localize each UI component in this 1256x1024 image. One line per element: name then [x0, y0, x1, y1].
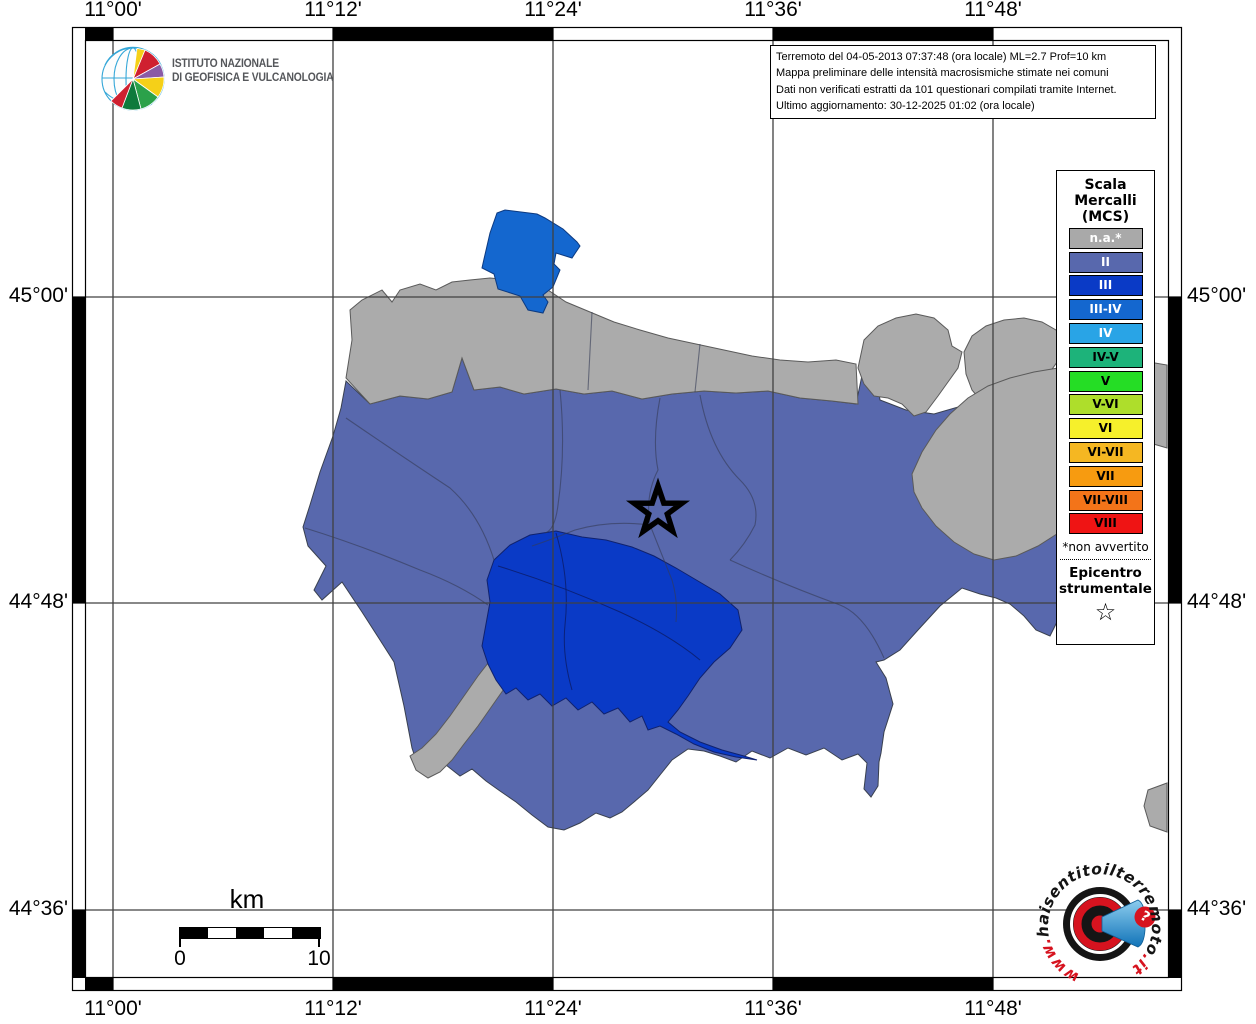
axis-label-right: 44°36': [1187, 897, 1247, 920]
axis-label-top: 11°24': [524, 0, 582, 21]
scalebar-segment: [292, 928, 320, 938]
region-na-northeast-1: [857, 313, 963, 417]
scalebar-start-label: 0: [174, 947, 186, 970]
municipal-borders-dark: [497, 532, 701, 691]
legend-swatch-v: V: [1068, 370, 1143, 392]
legend-swatch-viii: VIII: [1068, 513, 1143, 535]
legend-swatch-iv-v: IV-V: [1068, 346, 1143, 368]
axis-label-bottom: 11°12': [304, 997, 362, 1020]
map-frame: [71, 26, 1183, 992]
legend-swatch-v-vi: V-VI: [1068, 394, 1143, 416]
legend-title-line: Mercalli: [1074, 193, 1137, 209]
axis-label-bottom: 11°00': [84, 997, 142, 1020]
legend-title: Scala Mercalli (MCS): [1057, 177, 1154, 225]
epicenter-star: [625, 477, 691, 539]
region-intensity-iii: [481, 530, 758, 761]
graticule: [85, 40, 1169, 978]
region-na-east-sliver: [1143, 782, 1168, 833]
scalebar: [179, 927, 321, 939]
legend-swatch-ii: II: [1068, 251, 1143, 273]
haisentitoilterremoto-logo: ? www.haisentitoilterremoto .it: [1034, 860, 1166, 987]
ingv-name-line2: DI GEOFISICA E VULCANOLOGIA: [172, 72, 334, 84]
region-na-north-strip: [345, 277, 859, 405]
earthquake-info-box: Terremoto del 04-05-2013 07:37:48 (ora l…: [770, 45, 1156, 119]
axis-label-bottom: 11°36': [744, 997, 802, 1020]
legend-swatch-iii-iv: III-IV: [1068, 299, 1143, 321]
axis-label-right: 45°00': [1187, 284, 1247, 307]
legend-swatch-vi: VI: [1068, 418, 1143, 440]
info-line-event: Terremoto del 04-05-2013 07:37:48 (ora l…: [776, 51, 1107, 63]
legend-title-line: (MCS): [1081, 209, 1130, 225]
ingv-name-line1: ISTITUTO NAZIONALE: [172, 58, 279, 70]
legend-title-line: Scala: [1084, 177, 1127, 193]
ingv-institute-name: ISTITUTO NAZIONALE DI GEOFISICA E VULCAN…: [172, 57, 334, 85]
legend-swatch-iii: III: [1068, 275, 1143, 297]
info-line-map-type: Mappa preliminare delle intensità macros…: [776, 67, 1109, 80]
legend-swatch-na: n.a.*: [1068, 227, 1143, 249]
legend-epicenter-line: strumentale: [1059, 581, 1152, 598]
axis-label-top: 11°36': [744, 0, 802, 21]
legend-epicenter-line: Epicentro: [1069, 565, 1142, 582]
axis-label-right: 44°48': [1187, 590, 1247, 613]
axis-label-left: 44°48': [8, 590, 68, 613]
municipal-borders: [304, 311, 885, 659]
legend-epicenter-star-icon: ☆: [1094, 598, 1117, 627]
legend-footnote: *non avvertito: [1062, 540, 1149, 555]
mercalli-legend: Scala Mercalli (MCS) n.a.* II III III-IV…: [1056, 170, 1155, 645]
ingv-globe-logo: [101, 46, 165, 111]
scalebar-unit-label: km: [229, 884, 265, 914]
legend-swatch-vii-viii: VII-VIII: [1068, 489, 1143, 511]
scalebar-segment: [180, 928, 208, 938]
legend-divider: [1060, 559, 1151, 561]
legend-swatch-vii: VII: [1068, 465, 1143, 487]
logo-megaphone-cone: [1101, 899, 1146, 948]
legend-swatch-iv: IV: [1068, 322, 1143, 344]
info-line-updated: Ultimo aggiornamento: 30-12-2025 01:02 (…: [776, 100, 1035, 113]
axis-label-left: 45°00': [8, 284, 68, 307]
logo-question-badge: [1134, 906, 1156, 928]
scalebar-tick: [318, 939, 320, 947]
scalebar-end-label: 10: [307, 947, 331, 970]
scalebar-segment: [236, 928, 264, 938]
axis-label-top: 11°00': [84, 0, 142, 21]
info-line-data-source: Dati non verificati estratti da 101 ques…: [776, 83, 1117, 96]
scalebar-segment: [208, 928, 236, 938]
axis-label-left: 44°36': [8, 897, 68, 920]
axis-label-bottom: 11°48': [964, 997, 1022, 1020]
axis-label-top: 11°48': [964, 0, 1022, 21]
axis-label-top: 11°12': [304, 0, 362, 21]
axis-label-bottom: 11°24': [524, 997, 582, 1020]
scalebar-tick: [179, 939, 181, 947]
legend-epicenter-label: Epicentro strumentale: [1057, 565, 1154, 597]
legend-swatch-vi-vii: VI-VII: [1068, 441, 1143, 463]
scalebar-segment: [264, 928, 292, 938]
